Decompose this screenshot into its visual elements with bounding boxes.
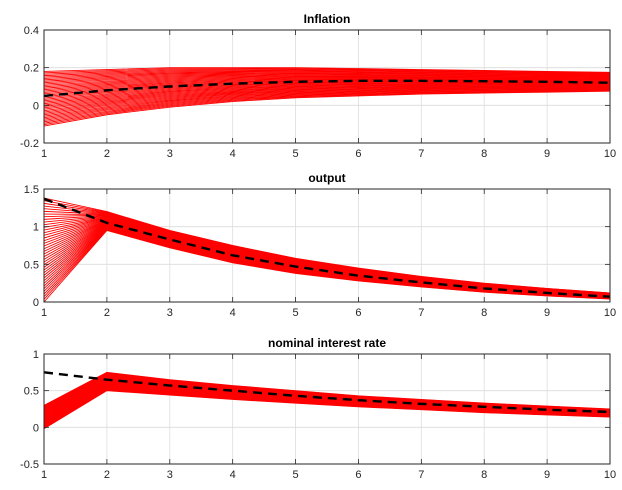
band-line: [44, 87, 610, 119]
x-tick-label: 1: [41, 307, 47, 319]
x-tick-label: 9: [544, 307, 550, 319]
band-line: [44, 70, 610, 78]
band-line: [44, 67, 610, 74]
y-tick-label: 0.5: [24, 386, 39, 398]
band-line: [44, 71, 610, 79]
band-line: [44, 89, 610, 124]
y-tick-label: 0.5: [24, 259, 39, 271]
band-line: [44, 71, 610, 81]
axes-box: [43, 29, 611, 144]
x-tick-label: 8: [481, 469, 487, 481]
x-tick-label: 5: [292, 307, 298, 319]
y-tick-label: 1.5: [24, 184, 39, 196]
band-line: [44, 78, 610, 93]
x-tick-label: 7: [418, 307, 424, 319]
band-line: [44, 85, 610, 112]
data-layer: [44, 371, 610, 430]
band-line: [44, 86, 610, 116]
panel-output: 1 2 3 4 5 6 7 8 9 10 0 0.5 1 1.5 output: [24, 171, 616, 319]
band-line: [44, 72, 610, 82]
y-tick-label: 1: [33, 222, 39, 234]
x-tick-label: 6: [355, 148, 361, 160]
band-line: [44, 84, 610, 110]
band-line: [44, 84, 610, 107]
x-tick-label: 7: [418, 148, 424, 160]
x-tick-label: 6: [355, 307, 361, 319]
band-line: [44, 83, 610, 106]
series-line: [44, 197, 610, 298]
series-line: [44, 79, 610, 98]
y-tick-label: 0.2: [24, 63, 39, 75]
band-line: [44, 90, 610, 126]
band-line: [44, 67, 610, 73]
band-line: [44, 88, 610, 121]
x-tick-label: 3: [167, 469, 173, 481]
x-tick-label: 10: [604, 148, 616, 160]
y-tick-label: 0: [33, 297, 39, 309]
y-tick-label: 0: [33, 100, 39, 112]
x-tick-label: 4: [230, 148, 236, 160]
panel-inflation: 1 2 3 4 5 6 7 8 9 10 -0.2 0 0.2 0.4 Inflation: [20, 12, 616, 160]
band-line: [44, 90, 610, 127]
band-line: [44, 89, 610, 123]
band-line: [44, 87, 610, 117]
axes-box: [43, 188, 611, 303]
band-line: [44, 69, 610, 77]
band-line: [44, 73, 610, 84]
y-tick-label: 1: [33, 349, 39, 361]
band-line: [44, 68, 610, 75]
data-layer: [44, 67, 610, 127]
band-line: [44, 79, 610, 95]
band-line: [44, 371, 610, 410]
x-tick-label: 3: [167, 307, 173, 319]
band-line: [44, 77, 610, 92]
band-line: [44, 74, 610, 85]
band-line: [44, 85, 610, 113]
x-tick-label: 3: [167, 148, 173, 160]
y-tick-label: 0: [33, 422, 39, 434]
x-tick-label: 9: [544, 148, 550, 160]
panel-nominal-interest-rate: 1 2 3 4 5 6 7 8 9 10 -0.5 0 0.5 1 nominal interest rat…: [20, 336, 616, 481]
band-line: [44, 74, 610, 86]
x-tick-label: 7: [418, 469, 424, 481]
panel-title: nominal interest rate: [268, 336, 386, 350]
band-line: [44, 75, 610, 88]
panel-title: Inflation: [304, 12, 351, 26]
x-tick-label: 4: [230, 307, 236, 319]
band-line: [44, 88, 610, 120]
band-line: [44, 86, 610, 114]
x-tick-label: 8: [481, 148, 487, 160]
data-layer: [44, 197, 610, 302]
band-line: [44, 84, 610, 109]
axes-box: [43, 353, 611, 465]
x-tick-label: 2: [104, 469, 110, 481]
band-line: [44, 83, 610, 105]
x-tick-label: 4: [230, 469, 236, 481]
band-line: [44, 76, 610, 89]
plot-area: [44, 189, 610, 302]
x-tick-label: 5: [292, 148, 298, 160]
x-tick-label: 1: [41, 469, 47, 481]
y-tick-label: -0.2: [20, 138, 39, 150]
band-line: [44, 82, 610, 103]
x-tick-label: 9: [544, 469, 550, 481]
x-tick-label: 2: [104, 148, 110, 160]
y-tick-label: 0.4: [24, 25, 39, 37]
x-tick-label: 10: [604, 469, 616, 481]
x-tick-label: 1: [41, 148, 47, 160]
band-line: [44, 77, 610, 91]
panel-title: output: [308, 171, 345, 185]
x-tick-label: 2: [104, 307, 110, 319]
x-tick-label: 8: [481, 307, 487, 319]
x-tick-label: 6: [355, 469, 361, 481]
x-tick-label: 10: [604, 307, 616, 319]
band-line: [44, 197, 610, 294]
y-tick-label: -0.5: [20, 459, 39, 471]
series-line: [44, 371, 610, 414]
x-tick-label: 5: [292, 469, 298, 481]
